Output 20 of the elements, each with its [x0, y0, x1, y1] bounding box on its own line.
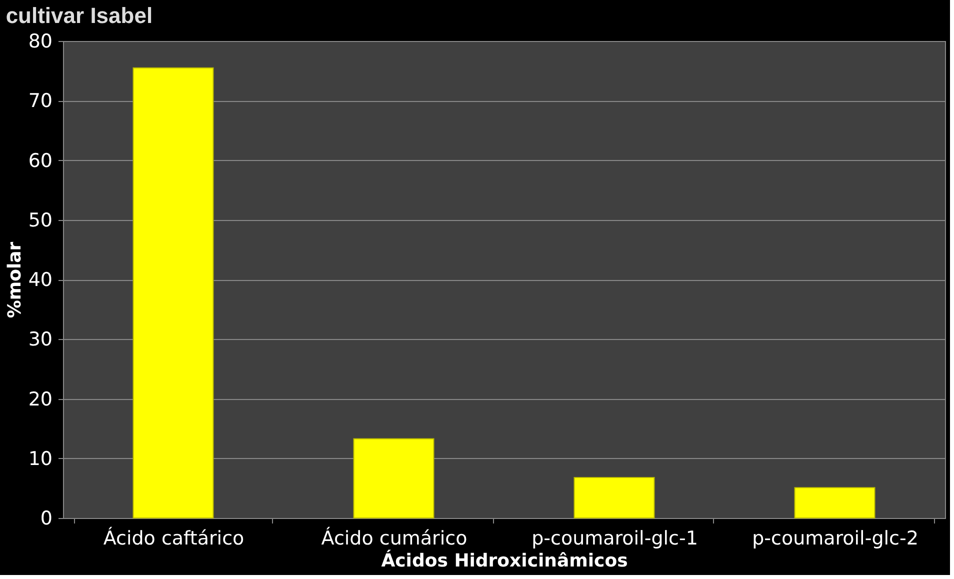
x-tick-label: p-coumaroil-glc-1	[532, 528, 698, 550]
y-tick-label: 60	[28, 150, 52, 172]
y-tick-label: 70	[28, 90, 52, 112]
x-tick-label: p-coumaroil-glc-2	[752, 528, 918, 550]
bar	[574, 476, 655, 518]
x-tick-label: Ácido cumárico	[321, 526, 468, 550]
y-tick-label: 10	[28, 448, 52, 470]
x-tick-label: Ácido caftárico	[103, 526, 244, 550]
y-tick-label: 50	[28, 209, 52, 232]
bar	[132, 67, 214, 518]
y-tick-label: 20	[28, 388, 52, 410]
y-tick-label: 30	[28, 328, 52, 351]
y-tick-label: 80	[28, 30, 52, 52]
bar	[353, 438, 434, 518]
x-axis-title: Ácidos Hidroxicinâmicos	[381, 550, 628, 572]
y-tick-label: 40	[28, 269, 52, 291]
chart-title: cultivar Isabel	[6, 3, 153, 28]
y-tick-label: 0	[40, 508, 52, 530]
bar	[794, 487, 876, 518]
y-axis-title: %molar	[4, 242, 26, 318]
